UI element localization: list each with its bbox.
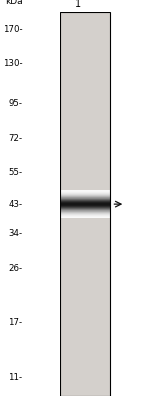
Text: 1: 1 bbox=[75, 0, 81, 10]
Text: kDa: kDa bbox=[5, 0, 23, 6]
Text: 17-: 17- bbox=[8, 318, 23, 326]
Text: 170-: 170- bbox=[3, 25, 23, 34]
Text: 130-: 130- bbox=[3, 59, 23, 68]
Bar bbox=[60, 12, 110, 396]
Text: 55-: 55- bbox=[8, 168, 23, 177]
Text: 72-: 72- bbox=[8, 134, 23, 143]
Text: 43-: 43- bbox=[8, 200, 23, 209]
Text: 11-: 11- bbox=[8, 373, 23, 382]
Text: 34-: 34- bbox=[8, 230, 23, 238]
Text: 95-: 95- bbox=[9, 99, 23, 108]
Text: 26-: 26- bbox=[8, 264, 23, 272]
Bar bbox=[60, 12, 110, 396]
